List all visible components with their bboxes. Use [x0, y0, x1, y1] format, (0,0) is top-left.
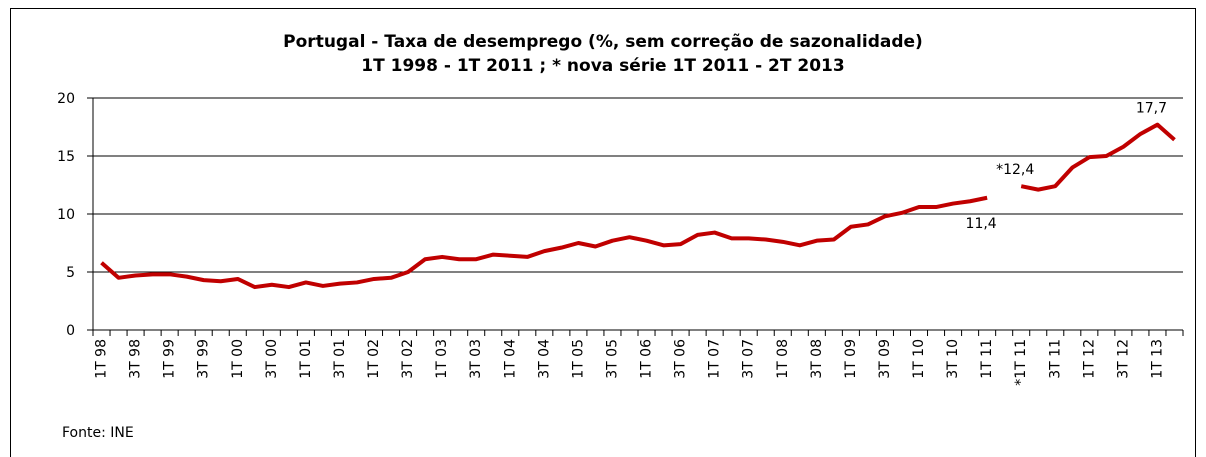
data-label: 11,4	[966, 216, 997, 232]
x-tick-label: 1T 10	[911, 339, 927, 379]
x-tick-label: 3T 04	[536, 339, 552, 379]
x-tick-label: 3T 08	[809, 339, 825, 379]
x-tick-label: 1T 11	[979, 339, 995, 379]
x-tick-label: 3T 05	[604, 339, 620, 379]
x-tick-label: 1T 03	[434, 339, 450, 379]
x-tick-label: 1T 12	[1081, 339, 1097, 379]
data-label: 17,7	[1136, 101, 1167, 117]
x-tick-label: 1T 98	[94, 339, 110, 379]
chart-subtitle: 1T 1998 - 1T 2011 ; * nova série 1T 2011…	[361, 56, 844, 76]
x-tick-label: 1T 13	[1149, 339, 1165, 379]
x-tick-label: 1T 02	[366, 339, 382, 379]
x-tick-label: 1T 06	[639, 339, 655, 379]
y-tick-label: 5	[66, 265, 75, 281]
x-tick-label: 3T 01	[332, 339, 348, 379]
y-tick-label: 0	[66, 323, 75, 339]
x-tick-label: 1T 08	[775, 339, 791, 379]
y-tick-label: 15	[57, 149, 75, 165]
x-tick-label: 3T 07	[741, 339, 757, 379]
data-label: *12,4	[996, 162, 1034, 178]
series-line	[100, 122, 1176, 290]
chart-title: Portugal - Taxa de desemprego (%, sem co…	[283, 32, 923, 52]
y-tick-label: 20	[57, 91, 75, 107]
chart-frame	[10, 8, 1196, 457]
x-tick-label: 1T 00	[230, 339, 246, 379]
x-tick-label: 3T 98	[128, 339, 144, 379]
x-tick-label: 3T 02	[400, 339, 416, 379]
x-tick-label: 1T 99	[162, 339, 178, 379]
x-tick-label: 3T 00	[264, 339, 280, 379]
x-tick-label: 1T 01	[298, 339, 314, 379]
x-tick-label: 3T 10	[945, 339, 961, 379]
x-tick-label: 1T 07	[707, 339, 723, 379]
x-tick-label: 1T 04	[502, 339, 518, 379]
x-tick-label: 3T 09	[877, 339, 893, 379]
source: Fonte: INE	[62, 425, 134, 441]
x-tick-label: 1T 05	[570, 339, 586, 379]
x-tick-label: 3T 12	[1115, 339, 1131, 379]
x-tick-label: 3T 06	[673, 339, 689, 379]
x-tick-label: 3T 99	[196, 339, 212, 379]
x-tick-label: 3T 11	[1047, 339, 1063, 379]
x-tick-label: 3T 03	[468, 339, 484, 379]
x-tick-label: 1T 09	[843, 339, 859, 379]
x-tick-label: *1T 11	[1013, 339, 1029, 386]
y-tick-label: 10	[57, 207, 75, 223]
